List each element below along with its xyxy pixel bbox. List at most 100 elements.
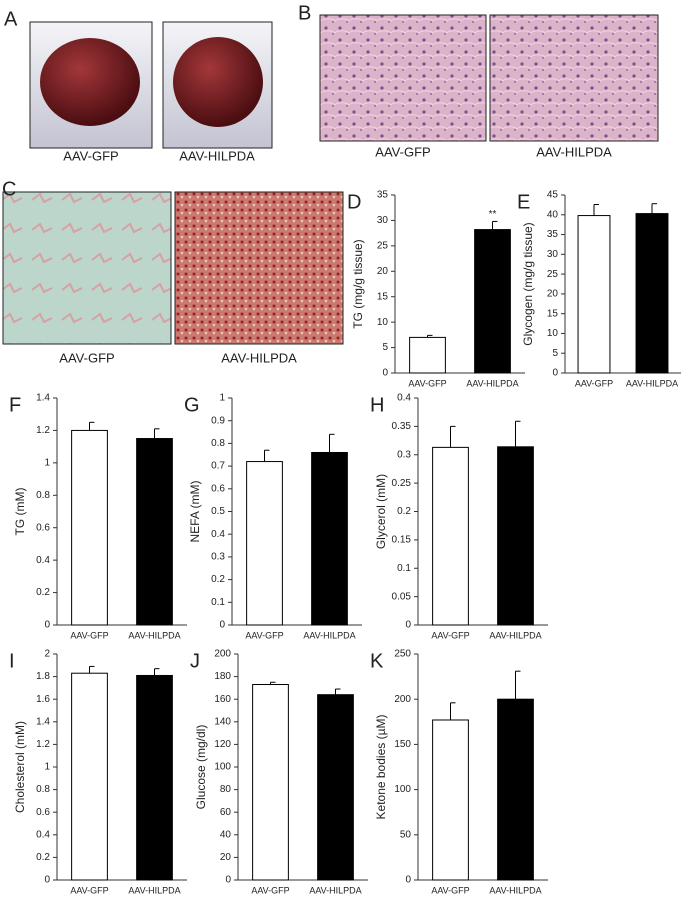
y-tick-label: 0.1 bbox=[211, 597, 225, 608]
y-tick-label: 120 bbox=[214, 739, 231, 750]
bar bbox=[136, 438, 173, 626]
y-tick-label: 0 bbox=[382, 368, 388, 379]
bar bbox=[635, 213, 669, 374]
y-tick-label: 250 bbox=[394, 649, 411, 660]
y-tick-label: 100 bbox=[214, 762, 231, 773]
y-tick-label: 0 bbox=[552, 368, 558, 379]
x-tick-label: AAV-HILPDA bbox=[309, 885, 361, 895]
liver bbox=[40, 38, 140, 126]
y-tick-label: 0.4 bbox=[36, 829, 50, 840]
photo bbox=[489, 14, 659, 142]
y-tick-label: 30 bbox=[547, 249, 559, 260]
caption: AAV-GFP bbox=[375, 144, 430, 159]
y-tick-label: 0.4 bbox=[397, 393, 411, 404]
y-tick-label: 200 bbox=[394, 694, 411, 705]
y-tick-label: 0.35 bbox=[392, 421, 412, 432]
y-axis-label: Ketone bodies (µM) bbox=[374, 715, 388, 820]
bar bbox=[474, 229, 511, 374]
y-tick-label: 0 bbox=[219, 620, 225, 631]
y-tick-label: 0.3 bbox=[397, 449, 411, 460]
y-tick-label: 2 bbox=[44, 649, 50, 660]
y-tick-label: 0.9 bbox=[211, 415, 225, 426]
y-tick-label: 5 bbox=[382, 342, 388, 353]
bar bbox=[246, 461, 283, 626]
y-tick-label: 0.6 bbox=[36, 807, 50, 818]
photo bbox=[2, 191, 172, 345]
panel-letter: J bbox=[190, 650, 200, 672]
y-axis-label: Glucose (mg/dl) bbox=[194, 725, 208, 810]
y-tick-label: 0 bbox=[44, 620, 50, 631]
x-tick-label: AAV-GFP bbox=[431, 885, 469, 895]
bar bbox=[136, 674, 173, 881]
y-tick-label: 140 bbox=[214, 716, 231, 727]
y-tick-label: 200 bbox=[214, 649, 231, 660]
x-tick-label: AAV-GFP bbox=[575, 378, 613, 388]
x-tick-label: AAV-HILPDA bbox=[128, 630, 180, 640]
y-tick-label: 1.2 bbox=[36, 425, 50, 436]
annotation: ** bbox=[489, 209, 497, 220]
y-tick-label: 100 bbox=[394, 784, 411, 795]
y-tick-label: 0.8 bbox=[36, 784, 50, 795]
panel-letter: F bbox=[9, 394, 21, 416]
bar bbox=[317, 694, 354, 881]
panel-letter: E bbox=[517, 191, 530, 213]
panel-letter: B bbox=[298, 2, 311, 24]
y-tick-label: 0.15 bbox=[392, 535, 412, 546]
y-tick-label: 1.4 bbox=[36, 393, 50, 404]
y-tick-label: 1.6 bbox=[36, 694, 50, 705]
photo bbox=[319, 14, 487, 142]
y-tick-label: 20 bbox=[377, 266, 389, 277]
y-tick-label: 1 bbox=[44, 762, 50, 773]
x-tick-label: AAV-GFP bbox=[408, 378, 446, 388]
panel-letter: C bbox=[2, 178, 16, 200]
y-tick-label: 160 bbox=[214, 694, 231, 705]
y-tick-label: 0.3 bbox=[211, 552, 225, 563]
y-tick-label: 0.8 bbox=[211, 438, 225, 449]
y-tick-label: 0.1 bbox=[397, 563, 411, 574]
liver bbox=[173, 37, 263, 127]
bar bbox=[497, 698, 534, 881]
y-tick-label: 45 bbox=[547, 190, 559, 201]
caption: AAV-HILPDA bbox=[221, 350, 297, 365]
y-tick-label: 0.05 bbox=[392, 591, 412, 602]
photo bbox=[174, 191, 344, 345]
bar bbox=[71, 429, 108, 626]
y-tick-label: 0.25 bbox=[392, 478, 412, 489]
panel-letter: G bbox=[184, 394, 200, 416]
x-tick-label: AAV-HILPDA bbox=[128, 885, 180, 895]
y-tick-label: 0.2 bbox=[397, 506, 411, 517]
y-tick-label: 20 bbox=[547, 289, 559, 300]
y-tick-label: 0 bbox=[405, 620, 411, 631]
y-axis-label: Cholesterol (mM) bbox=[13, 721, 27, 813]
y-axis-label: TG (mM) bbox=[13, 488, 27, 536]
bar bbox=[432, 446, 469, 626]
y-tick-label: 10 bbox=[377, 317, 389, 328]
y-tick-label: 0.2 bbox=[211, 574, 225, 585]
y-tick-label: 15 bbox=[377, 291, 389, 302]
y-tick-label: 150 bbox=[394, 739, 411, 750]
x-tick-label: AAV-HILPDA bbox=[489, 885, 541, 895]
x-tick-label: AAV-HILPDA bbox=[489, 630, 541, 640]
panel-letter: H bbox=[370, 394, 384, 416]
y-tick-label: 15 bbox=[547, 308, 559, 319]
y-tick-label: 0.5 bbox=[211, 506, 225, 517]
y-tick-label: 1.2 bbox=[36, 739, 50, 750]
x-tick-label: AAV-HILPDA bbox=[303, 630, 355, 640]
y-tick-label: 0 bbox=[225, 875, 231, 886]
caption: AAV-GFP bbox=[59, 350, 114, 365]
y-tick-label: 5 bbox=[552, 348, 558, 359]
bar bbox=[497, 446, 534, 626]
y-tick-label: 1.4 bbox=[36, 716, 50, 727]
bar bbox=[252, 684, 289, 881]
x-tick-label: AAV-HILPDA bbox=[466, 378, 518, 388]
bar bbox=[311, 451, 348, 626]
y-axis-label: TG (mg/g tissue) bbox=[351, 239, 365, 328]
y-tick-label: 0.4 bbox=[211, 529, 225, 540]
y-tick-label: 0.2 bbox=[36, 587, 50, 598]
y-tick-label: 0.8 bbox=[36, 490, 50, 501]
y-tick-label: 35 bbox=[377, 190, 389, 201]
y-tick-label: 20 bbox=[220, 852, 232, 863]
y-tick-label: 25 bbox=[547, 269, 559, 280]
